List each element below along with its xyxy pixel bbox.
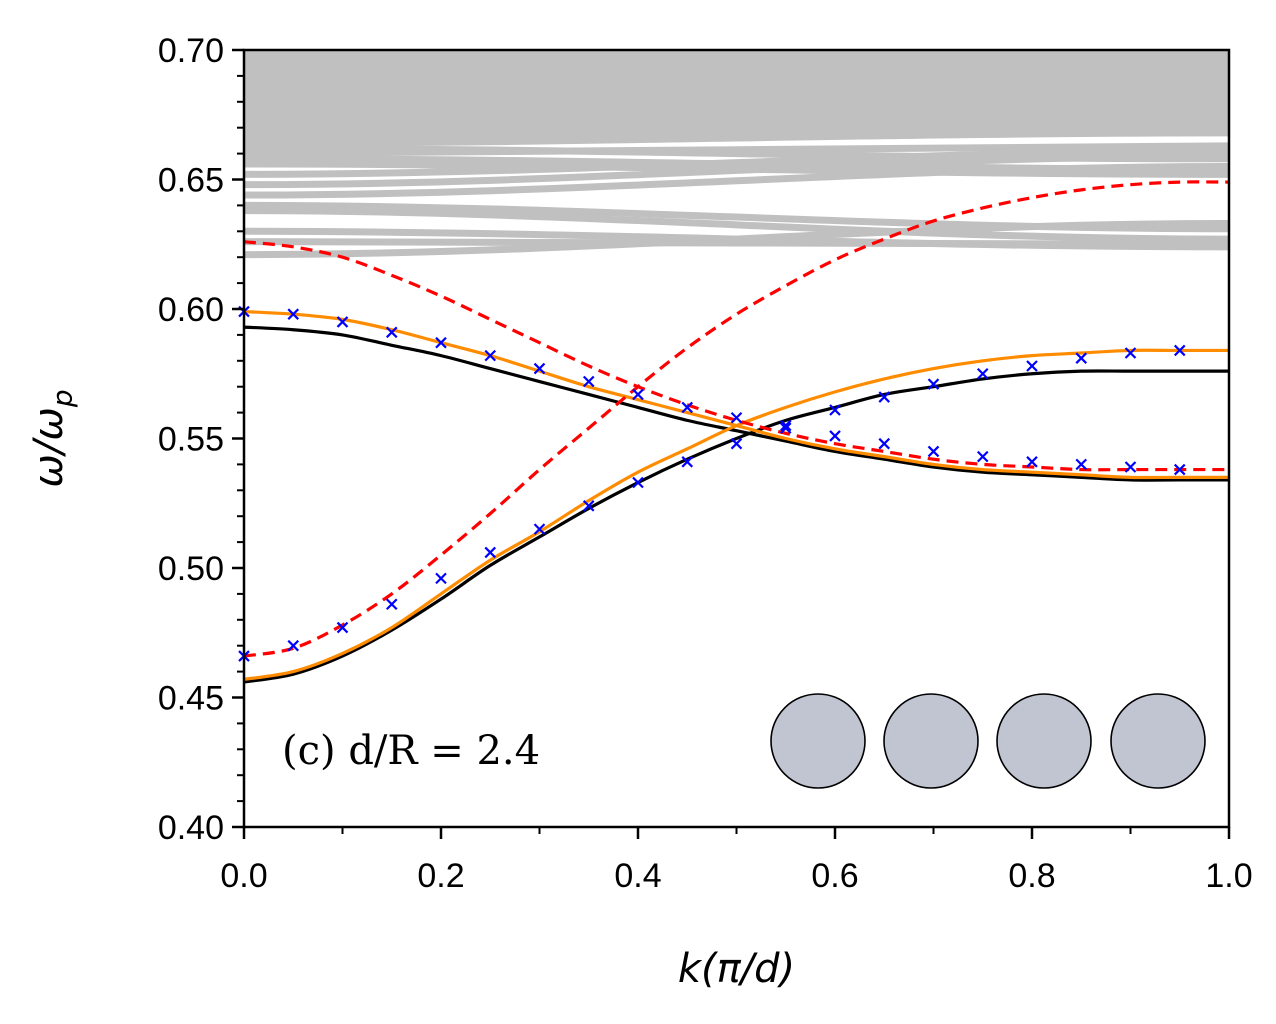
x-tick-label: 0.8 xyxy=(1008,857,1055,895)
data-marker xyxy=(336,621,349,634)
data-marker xyxy=(1075,458,1088,471)
data-marker xyxy=(976,450,989,463)
series-line-black-lower xyxy=(243,369,1229,684)
data-marker xyxy=(1124,347,1137,359)
data-marker xyxy=(976,367,989,380)
data-marker xyxy=(1026,456,1038,468)
data-marker xyxy=(484,349,497,362)
data-marker xyxy=(1026,360,1038,372)
data-marker xyxy=(533,362,546,375)
panel-annotation: (c) d/R = 2.4 xyxy=(282,728,540,774)
band-line xyxy=(243,207,1230,243)
data-marker xyxy=(927,378,940,390)
chain-inset xyxy=(770,693,1206,789)
data-marker xyxy=(1173,463,1186,476)
y-axis-label-sub: p xyxy=(46,389,79,408)
data-marker xyxy=(632,388,644,401)
band-line xyxy=(243,129,1230,147)
data-marker xyxy=(336,316,349,328)
band-line xyxy=(243,160,1230,178)
data-marker xyxy=(1124,461,1137,473)
data-marker xyxy=(878,391,891,403)
data-marker xyxy=(632,476,644,489)
data-marker xyxy=(287,308,300,320)
y-axis-label: ω/ωp xyxy=(26,389,79,487)
chain-particle xyxy=(883,693,979,789)
y-tick-label: 0.65 xyxy=(158,162,224,200)
series-line-red-dashed-upper xyxy=(243,240,1229,472)
series-line-orange-upper xyxy=(243,309,1229,480)
data-marker xyxy=(287,639,300,652)
y-tick-label: 0.40 xyxy=(158,809,224,847)
x-tick-label: 0.4 xyxy=(614,857,661,895)
y-tick-label: 0.50 xyxy=(158,550,224,588)
y-tick-label: 0.55 xyxy=(158,421,224,459)
y-tick-label: 0.60 xyxy=(158,291,224,329)
data-marker xyxy=(533,523,546,535)
y-axis: 0.40 0.45 0.50 0.55 0.60 0.65 0.70 xyxy=(158,32,244,847)
dense-band-region xyxy=(244,50,1229,136)
data-marker xyxy=(779,419,792,432)
series-line-red-dashed-lower xyxy=(243,180,1230,658)
data-marker xyxy=(878,437,891,450)
y-tick-label: 0.45 xyxy=(158,680,224,718)
data-marker xyxy=(1075,352,1088,364)
marker-group xyxy=(238,305,1186,662)
band-line xyxy=(243,144,1230,163)
data-marker xyxy=(730,437,743,450)
data-marker xyxy=(681,401,694,414)
x-tick-label: 1.0 xyxy=(1205,857,1252,895)
gray-bulk-bands xyxy=(243,50,1230,259)
data-marker xyxy=(435,572,447,585)
data-marker xyxy=(829,430,841,442)
series-group xyxy=(243,180,1230,684)
band-line xyxy=(243,142,1230,158)
data-marker xyxy=(681,456,694,468)
data-marker xyxy=(385,598,398,611)
x-tick-label: 0.0 xyxy=(220,857,267,895)
x-axis: 0.0 0.2 0.4 0.6 0.8 1.0 xyxy=(220,827,1253,895)
band-line xyxy=(243,227,1230,251)
data-marker xyxy=(582,375,595,388)
chain-particle xyxy=(770,693,866,789)
data-marker xyxy=(927,445,940,458)
band-line xyxy=(243,201,1230,233)
data-marker xyxy=(385,326,398,339)
x-tick-label: 0.6 xyxy=(811,857,858,895)
x-axis-label: k(π/d) xyxy=(678,946,795,992)
data-marker xyxy=(829,404,841,416)
data-marker xyxy=(582,500,595,512)
data-marker xyxy=(484,546,497,559)
data-marker xyxy=(779,422,792,434)
data-marker xyxy=(435,336,447,349)
band-line xyxy=(243,124,1230,142)
x-tick-label: 0.2 xyxy=(417,857,464,895)
series-line-black-upper xyxy=(243,325,1229,482)
chain-particle xyxy=(996,693,1092,789)
chain-particle xyxy=(1110,693,1206,789)
y-tick-label: 0.70 xyxy=(158,32,224,70)
y-axis-label-main: ω/ω xyxy=(26,407,72,487)
data-marker xyxy=(730,412,743,424)
data-marker xyxy=(1173,344,1186,357)
band-line xyxy=(243,155,1230,173)
